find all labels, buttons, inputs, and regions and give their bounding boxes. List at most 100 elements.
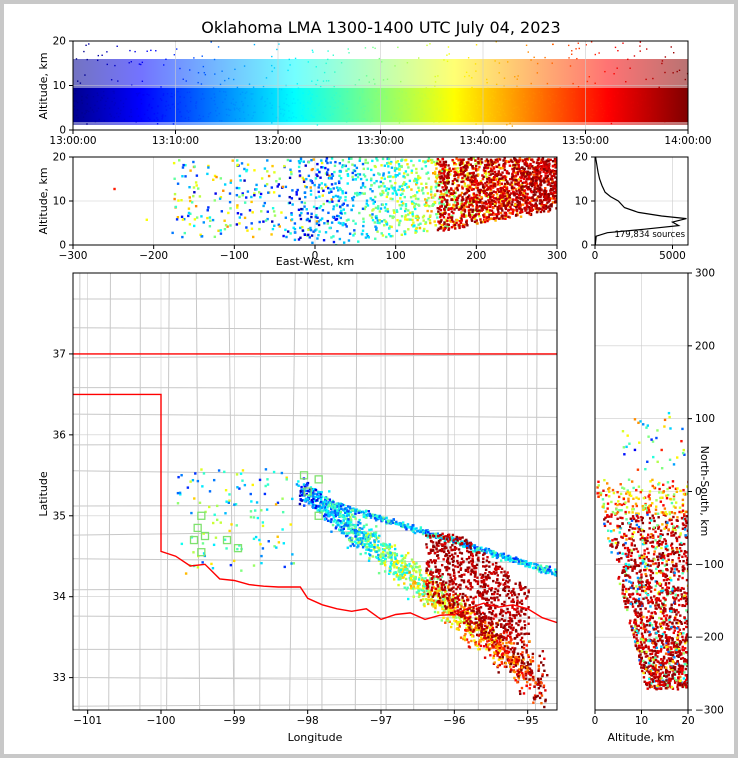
east-west-source-point [425,201,428,204]
map-source-point [365,533,368,537]
time-altitude-source-point [415,107,418,109]
time-altitude-source-point [319,85,322,88]
map-source-point [319,494,323,497]
east-west-source-point [188,185,191,189]
map-source-point [370,528,373,531]
time-altitude-source-point [290,117,293,119]
east-west-source-point [460,201,464,204]
east-west-source-point [381,182,385,185]
east-west-source-point [292,226,295,230]
east-west-source-point [523,189,527,192]
time-altitude-source-point [219,90,221,92]
map-source-point [485,628,488,632]
east-west-source-point [528,212,531,216]
time-altitude-source-point [442,109,444,112]
map-source-point [434,599,438,603]
map-source-point [513,647,517,650]
east-west-source-point [362,220,365,223]
east-west-source-point [364,236,368,239]
time-altitude-source-point [309,92,311,94]
east-west-source-point [531,179,535,183]
map-source-point [347,524,350,527]
map-source-point [509,662,513,666]
time-altitude-source-point [170,92,173,95]
east-west-source-point [207,164,210,168]
east-west-source-point [465,165,469,168]
map-source-point [359,552,362,556]
map-source-point [202,472,206,475]
map-source-point [371,555,375,558]
time-altitude-source-point [549,112,551,114]
east-west-source-point [444,163,448,166]
east-west-sources [113,157,557,245]
time-altitude-source-point [590,115,592,118]
east-west-source-point [414,194,417,197]
east-west-source-point [457,208,461,211]
time-altitude-source-point [79,82,82,84]
time-altitude-source-point [74,92,76,95]
east-west-source-point [537,157,540,160]
time-altitude-source-point [381,120,383,122]
east-west-source-point [491,184,494,187]
east-west-source-point [403,209,407,213]
time-altitude-source-point [466,109,468,112]
east-west-source-point [462,204,466,207]
time-altitude-source-point [429,43,431,45]
time-altitude-source-point [216,107,219,109]
east-west-source-point [544,204,548,208]
time-altitude-source-point [609,110,612,112]
east-west-source-point [497,179,501,182]
time-altitude-source-point [176,48,178,50]
east-west-source-point [500,188,503,191]
time-altitude-source-point [73,108,75,111]
east-west-source-point [453,191,456,195]
time-altitude-source-point [172,103,174,105]
east-west-source-point [326,161,329,165]
east-west-source-point [318,230,321,233]
east-west-source-point [507,195,510,199]
east-west-source-point [455,157,458,160]
map-source-point [235,473,239,476]
east-west-source-point [487,193,490,196]
east-west-source-point [544,186,547,190]
east-west-source-point [481,201,484,204]
east-west-source-point [476,182,480,185]
map-source-point [511,650,515,653]
east-west-source-point [438,175,441,179]
time-altitude-source-point [465,71,468,74]
time-altitude-source-point [433,101,435,104]
east-west-source-point [176,215,180,219]
time-altitude-ticks: 13:00:00 13:10:00 13:20:00 13:30:00 13:40:00… [49,36,711,148]
time-altitude-source-point [475,96,477,99]
east-west-source-point [526,170,530,173]
map-source-point [375,525,378,528]
east-west-source-point [334,243,338,245]
east-west-source-point [358,173,362,176]
map-source-point [355,537,358,540]
map-source-point [319,496,323,499]
time-altitude-source-point [81,99,83,102]
map-source-point [491,626,495,630]
east-west-source-point [492,217,495,221]
east-west-source-point [391,192,395,195]
map-source-point [346,512,349,515]
time-altitude-source-point [438,120,440,123]
east-west-source-point [458,226,461,230]
time-altitude-y-tick-label: 0 [59,125,66,137]
time-altitude-source-point [141,80,144,82]
east-west-source-point [500,207,503,210]
map-source-point [489,654,492,657]
map-source-point [458,617,462,620]
time-altitude-x-tick-label: 13:30:00 [357,135,404,147]
east-west-source-point [546,170,549,174]
east-west-source-point [466,224,469,227]
east-west-source-point [398,221,401,224]
time-altitude-source-point [405,106,408,108]
map-source-point [527,655,530,659]
time-altitude-source-point [153,119,156,121]
map-source-point [377,536,380,539]
east-west-source-point [490,213,493,216]
east-west-source-point [342,208,345,211]
time-altitude-source-point [639,50,641,52]
east-west-source-point [463,182,467,185]
